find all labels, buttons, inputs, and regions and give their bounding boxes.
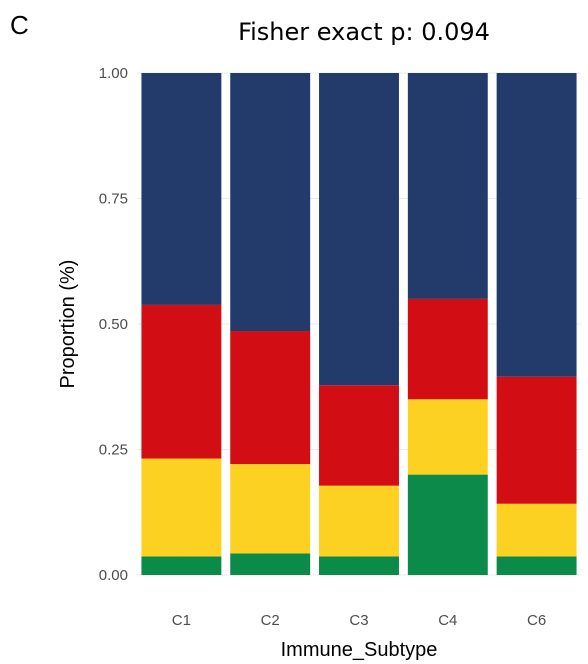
bar-segment bbox=[407, 399, 488, 475]
x-tick-label: C2 bbox=[261, 612, 280, 629]
bar-segment bbox=[496, 376, 577, 504]
bar-segment bbox=[407, 298, 488, 400]
y-tick-label: 1.00 bbox=[99, 65, 128, 82]
y-tick-label: 0.50 bbox=[99, 316, 128, 333]
bar-segment bbox=[319, 485, 399, 557]
bars bbox=[141, 73, 577, 575]
x-axis-ticks: C1 C2 C3 C4 C6 bbox=[172, 612, 546, 629]
bar-segment bbox=[319, 73, 399, 386]
bar-segment bbox=[319, 556, 399, 575]
bar-segment bbox=[407, 73, 488, 299]
bar-segment bbox=[230, 331, 311, 465]
x-tick-label: C1 bbox=[172, 612, 191, 629]
y-tick-label: 0.00 bbox=[99, 567, 128, 584]
bar-segment bbox=[319, 385, 399, 486]
x-tick-label: C6 bbox=[527, 612, 546, 629]
y-axis-title: Proportion (%) bbox=[57, 260, 79, 389]
x-axis-title: Immune_Subtype bbox=[281, 639, 438, 661]
bar-segment bbox=[141, 556, 222, 575]
bar-segment bbox=[141, 73, 222, 305]
bar-segment bbox=[141, 304, 222, 459]
y-tick-label: 0.75 bbox=[99, 191, 128, 208]
bar-segment bbox=[496, 503, 577, 557]
bar-segment bbox=[230, 553, 311, 575]
bar-segment bbox=[407, 474, 488, 575]
x-tick-label: C4 bbox=[438, 612, 457, 629]
panel-label: C bbox=[10, 10, 29, 40]
chart-title: Fisher exact p: 0.094 bbox=[238, 18, 490, 46]
bar-segment bbox=[230, 73, 311, 332]
bar-segment bbox=[230, 464, 311, 554]
y-axis-ticks: 0.00 0.25 0.50 0.75 1.00 bbox=[99, 65, 128, 584]
bar-segment bbox=[496, 556, 577, 575]
bar-segment bbox=[141, 458, 222, 557]
y-tick-label: 0.25 bbox=[99, 442, 128, 459]
x-tick-label: C3 bbox=[349, 612, 368, 629]
bar-segment bbox=[496, 73, 577, 377]
